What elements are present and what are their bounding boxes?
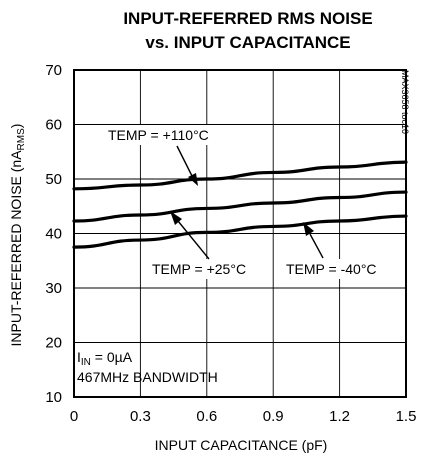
arrowhead-110 [188, 173, 198, 186]
annotations: TEMP = +110°C TEMP = +25°C TEMP = -40°C … [77, 125, 386, 385]
plot-frame [73, 69, 407, 398]
y-axis-label-close: ) [8, 124, 24, 129]
grid [74, 70, 406, 397]
condition-current-main: I [77, 349, 81, 365]
figure-code: MAX3658 toc10 [400, 70, 410, 134]
y-tick-label: 30 [45, 280, 62, 297]
leader-25 [177, 220, 210, 260]
x-tick-label: 1.5 [396, 408, 417, 425]
y-tick-label: 10 [45, 389, 62, 406]
y-axis-label-main: INPUT-REFERRED NOISE (nA [8, 150, 24, 347]
chart-title-line2: vs. INPUT CAPACITANCE [145, 33, 350, 52]
x-tick-label: 0.3 [130, 408, 151, 425]
condition-current-rest: = 0µA [91, 349, 133, 365]
condition-current-sub: IN [81, 357, 91, 368]
leader-m40 [309, 233, 324, 259]
y-axis-label: INPUT-REFERRED NOISE (nARMS) [8, 124, 27, 347]
condition-current: IIN = 0µA [77, 349, 133, 368]
x-axis-label: INPUT CAPACITANCE (pF) [155, 437, 328, 453]
label-bg-25 [148, 259, 256, 279]
leader-110 [176, 145, 193, 177]
label-bg-110 [103, 125, 219, 145]
series-group [72, 160, 408, 249]
x-tick-label: 0 [70, 408, 78, 425]
y-tick-label: 60 [45, 117, 62, 134]
label-temp-m40: TEMP = -40°C [286, 261, 377, 277]
y-tick-labels: 10 20 30 40 50 60 70 [45, 62, 62, 406]
x-tick-label: 1.2 [329, 408, 350, 425]
y-tick-label: 40 [45, 226, 62, 243]
y-axis-label-sub: RMS [16, 128, 27, 151]
arrowhead-m40 [303, 222, 314, 236]
label-bg-m40 [282, 259, 386, 279]
y-tick-label: 50 [45, 171, 62, 188]
chart-title-line1: INPUT-REFERRED RMS NOISE [123, 9, 372, 28]
x-tick-label: 0.6 [196, 408, 217, 425]
label-temp-25: TEMP = +25°C [152, 261, 246, 277]
y-tick-label: 20 [45, 335, 62, 352]
arrowhead-25 [170, 211, 182, 225]
y-tick-label: 70 [45, 62, 62, 79]
series-line-1 [72, 190, 408, 223]
condition-bandwidth: 467MHz BANDWIDTH [77, 369, 218, 385]
x-tick-label: 0.9 [263, 408, 284, 425]
label-temp-110: TEMP = +110°C [108, 127, 209, 143]
series-line-0 [72, 160, 408, 191]
x-tick-labels: 0 0.3 0.6 0.9 1.2 1.5 [70, 408, 417, 425]
series-line-2 [72, 214, 408, 249]
